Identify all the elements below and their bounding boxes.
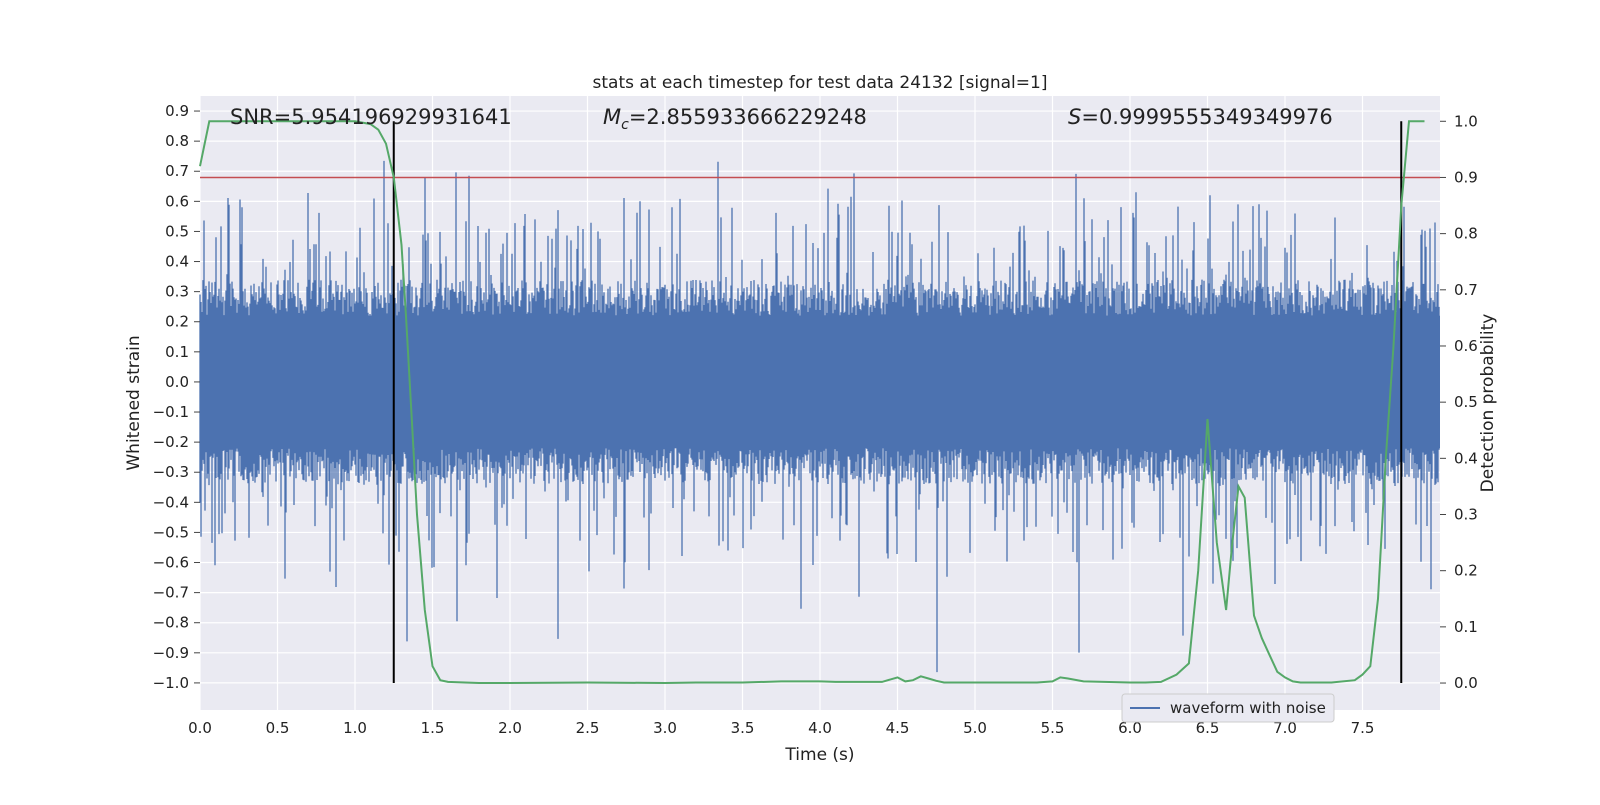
y-left-tick-label: −0.4 <box>153 493 189 511</box>
s-annotation: S=0.9999555349349976 <box>1068 105 1333 129</box>
x-tick-label: 1.5 <box>421 719 445 737</box>
y-right-tick-label: 0.3 <box>1454 506 1478 524</box>
snr-annotation: SNR=5.954196929931641 <box>230 105 512 129</box>
y-left-tick-label: −0.9 <box>153 644 189 662</box>
y-left-tick-label: 0.8 <box>165 132 189 150</box>
y-left-tick-label: 0.5 <box>165 222 189 240</box>
y-left-tick-label: 0.1 <box>165 343 189 361</box>
y-left-tick-label: −0.6 <box>153 554 189 572</box>
y-left-tick-label: 0.9 <box>165 102 189 120</box>
y-left-axis-label: Whitened strain <box>124 335 144 470</box>
y-right-tick-label: 0.1 <box>1454 618 1478 636</box>
y-left-tick-label: −0.7 <box>153 584 189 602</box>
legend-label: waveform with noise <box>1170 699 1326 717</box>
chart-title: stats at each timestep for test data 241… <box>593 73 1048 93</box>
x-tick-label: 6.5 <box>1196 719 1220 737</box>
y-left-tick-label: 0.2 <box>165 313 189 331</box>
y-right-tick-labels: 1.0 0.9 0.8 0.7 0.6 0.5 0.4 0.3 0.2 0.1 0.0 <box>1440 112 1478 692</box>
y-left-tick-label: −0.2 <box>153 433 189 451</box>
y-right-tick-label: 0.5 <box>1454 393 1478 411</box>
x-tick-label: 5.0 <box>963 719 987 737</box>
y-right-tick-label: 1.0 <box>1454 112 1478 130</box>
x-tick-label: 7.5 <box>1351 719 1375 737</box>
y-left-tick-label: −1.0 <box>153 674 189 692</box>
x-tick-labels: 0.0 0.5 1.0 1.5 2.0 2.5 3.0 3.5 4.0 4.5 5.0 5.5 6.0 6… <box>188 719 1374 737</box>
y-right-tick-label: 0.4 <box>1454 449 1478 467</box>
x-axis-label: Time (s) <box>784 745 854 765</box>
x-tick-label: 0.0 <box>188 719 212 737</box>
y-right-axis-label: Detection probability <box>1478 314 1498 493</box>
y-right-tick-label: 0.9 <box>1454 168 1478 186</box>
x-tick-label: 4.0 <box>808 719 832 737</box>
x-tick-label: 1.0 <box>343 719 367 737</box>
y-right-tick-label: 0.6 <box>1454 337 1478 355</box>
y-right-tick-label: 0.2 <box>1454 562 1478 580</box>
detection-probability-line <box>199 120 1425 685</box>
y-left-tick-label: −0.5 <box>153 523 189 541</box>
x-tick-label: 2.5 <box>576 719 600 737</box>
x-tick-label: 0.5 <box>266 719 290 737</box>
chirp-mass-annotation: Mc=2.855933666229248 <box>603 105 867 133</box>
y-left-tick-label: −0.1 <box>153 403 189 421</box>
waveform-trace <box>199 160 1440 673</box>
y-left-tick-label: 0.0 <box>165 373 189 391</box>
legend-box <box>1121 693 1335 723</box>
x-tick-label: 7.0 <box>1273 719 1297 737</box>
y-left-tick-label: 0.4 <box>165 253 189 271</box>
y-right-tick-label: 0.7 <box>1454 281 1478 299</box>
y-left-tick-label: 0.3 <box>165 283 189 301</box>
y-left-tick-label: 0.6 <box>165 192 189 210</box>
y-right-tick-label: 0.8 <box>1454 225 1478 243</box>
y-left-tick-label: 0.7 <box>165 162 189 180</box>
x-tick-label: 3.0 <box>653 719 677 737</box>
y-left-tick-labels: 0.9 0.8 0.7 0.6 0.5 0.4 0.3 0.2 0.1 0.0 −0.1 −0.2 −0… <box>153 102 200 692</box>
x-tick-label: 6.0 <box>1118 719 1142 737</box>
y-left-tick-label: −0.8 <box>153 614 189 632</box>
legend: waveform with noise <box>1121 693 1335 723</box>
y-left-tick-label: −0.3 <box>153 463 189 481</box>
x-tick-label: 3.5 <box>731 719 755 737</box>
x-tick-label: 5.5 <box>1041 719 1065 737</box>
x-tick-label: 4.5 <box>886 719 910 737</box>
y-right-tick-label: 0.0 <box>1454 674 1478 692</box>
x-tick-label: 2.0 <box>498 719 522 737</box>
